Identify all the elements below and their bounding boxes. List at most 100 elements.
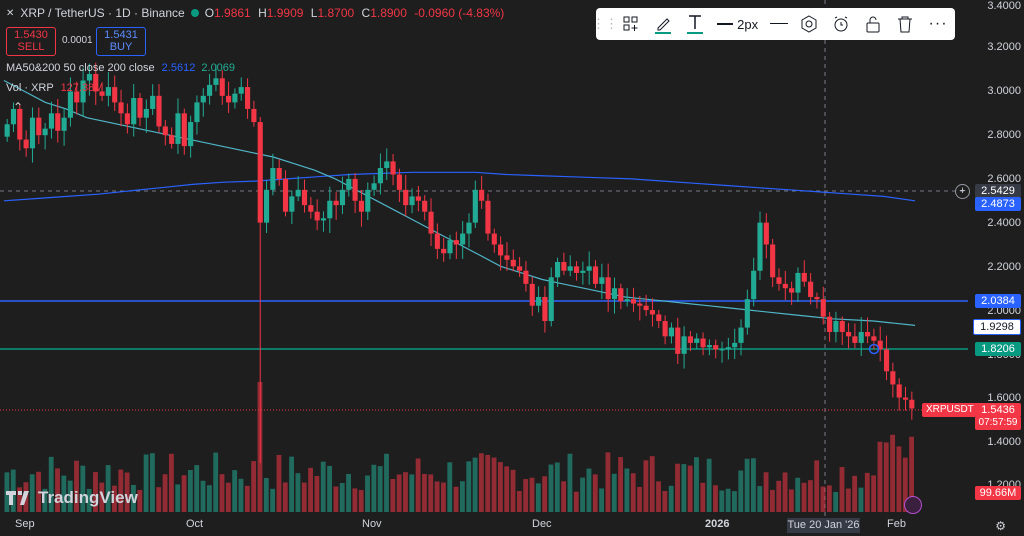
volume-bar [232,470,238,512]
volume-bar [599,488,605,512]
candle-body [902,397,909,400]
lightning-icon[interactable] [904,496,922,514]
candle-body [517,266,523,271]
symbol-title[interactable]: XRP / TetherUS · 1D · Binance [20,6,185,20]
volume-bar [156,487,162,512]
volume-bar [289,456,295,512]
delete-icon[interactable] [889,8,921,40]
candle-body [150,95,156,109]
candle-body [358,200,365,212]
collapse-legend-icon[interactable]: ⌃ [12,100,24,114]
support-line-price-tag: 1.8206 [975,342,1021,356]
volume-bar [820,486,826,512]
chart-settings-icon[interactable]: ⚙ [995,519,1006,533]
line-style-icon[interactable] [764,8,794,40]
candle-body [681,336,687,354]
price-axis[interactable]: 3.4000 3.2000 3.0000 2.8000 2.6000 2.400… [970,0,1024,536]
candle-body [498,244,504,256]
candle-body [409,196,415,206]
horizontal-line-price-tag: 2.0384 [975,294,1021,308]
symbol-tag: XRPUSDT [922,403,978,417]
add-alert-icon[interactable]: + [955,184,970,199]
buy-button[interactable]: 1.5431 BUY [96,27,146,56]
candle-body [137,98,143,118]
volume-bar [858,487,864,512]
candle-body [327,200,333,219]
volume-bar [365,475,370,512]
candle-body [852,336,858,343]
candle-body [213,78,219,85]
price-label: 3.2000 [987,41,1021,53]
settings-icon[interactable] [793,8,825,40]
candle-body [238,87,244,94]
volume-bar [902,457,908,512]
candle-body [770,244,776,278]
tradingview-logo[interactable]: TradingView [6,488,138,508]
text-color-icon[interactable] [678,8,712,40]
volume-bar [143,454,149,512]
candle-body [453,240,459,245]
volume-bar [662,491,668,512]
line-color-icon[interactable] [648,8,678,40]
volume-bar [883,442,889,512]
sell-label: SELL [17,41,45,53]
candle-body [263,189,270,223]
lock-icon[interactable] [857,8,889,40]
volume-bar [548,464,554,512]
volume-bar [219,474,225,512]
line-width-label: 2px [737,16,759,32]
candle-body [839,321,845,332]
candle-body [580,270,586,273]
candle-body [143,108,149,118]
price-label: 3.0000 [987,85,1021,97]
price-label: 2.0000 [987,305,1021,317]
candle-body [713,345,719,350]
volume-bar [516,491,522,512]
candle-body [282,178,289,212]
candle-body [548,277,554,322]
volume-bar [308,467,313,512]
object-tree-icon[interactable] [614,8,648,40]
alert-icon[interactable] [825,8,857,40]
volume-bar [301,482,307,512]
volume-bar [238,478,244,512]
volume-bar [795,477,801,512]
ma200-value: 2.0069 [201,62,236,74]
volume-bar [776,480,782,512]
candle-body [611,288,618,300]
volume-bar [725,488,731,512]
volume-bar [105,465,111,512]
candle-body [700,338,706,348]
volume-bar [225,482,231,512]
volume-indicator-legend[interactable]: Vol · XRP 127.38M [6,82,103,94]
crosshair-price-tag: 2.5429 [975,184,1021,198]
candle-body [48,113,55,129]
volume-bar [788,489,794,512]
ma-indicator-legend[interactable]: MA50&200 50 close 200 close 2.5612 2.006… [6,62,235,74]
candle-body [441,248,447,254]
volume-bar [434,481,440,512]
bar-countdown-tag: 07:57:59 [975,416,1021,430]
volume-bar [137,489,143,512]
candle-body [447,240,453,254]
last-price-tag: 1.5436 [975,403,1021,417]
volume-bar [251,461,257,512]
candle-body [74,91,80,103]
sell-price: 1.5430 [14,29,48,41]
sell-button[interactable]: 1.5430 SELL [6,27,56,56]
line-width-select[interactable]: 2px [712,8,764,40]
candle-body [567,266,573,271]
volume-bar [529,477,535,512]
drag-handle-icon[interactable]: ⋮⋮ [592,16,618,31]
more-options-icon[interactable]: ··· [928,15,948,32]
candle-body [510,259,516,267]
candle-body [877,340,883,350]
volume-bar [371,464,377,512]
candle-body [909,399,915,409]
chevron-up-icon[interactable]: ✕ [6,7,15,19]
volume-bar [890,434,896,512]
candle-body [99,91,105,96]
symbol-header: ✕ XRP / TetherUS · 1D · Binance O1.9861 … [6,6,508,20]
volume-bar [441,482,446,512]
